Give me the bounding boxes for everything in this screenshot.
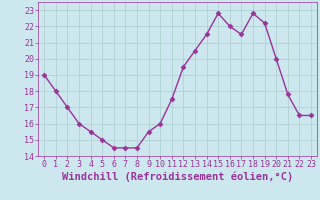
X-axis label: Windchill (Refroidissement éolien,°C): Windchill (Refroidissement éolien,°C) bbox=[62, 172, 293, 182]
